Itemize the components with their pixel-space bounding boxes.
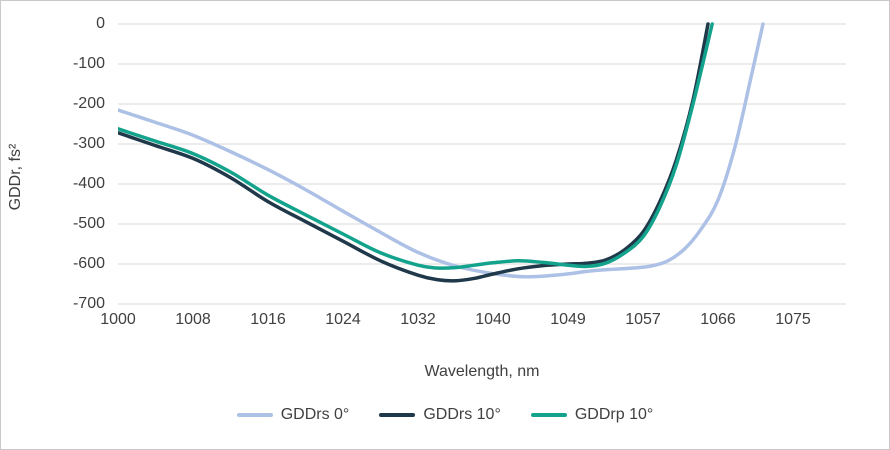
x-tick-label: 1016 (250, 311, 286, 328)
legend-line-swatch-gddrs-0 (236, 413, 273, 417)
x-axis-title: Wavelength, nm (424, 363, 540, 380)
legend-item-gddrs-0: GDDrs 0° (236, 406, 350, 424)
y-axis-title: GDDr, fs² (7, 143, 24, 211)
legend-line-swatch-gddrs-10 (379, 413, 416, 417)
legend-line-swatch-gddrp-10 (530, 413, 567, 417)
x-tick-label: 1040 (475, 311, 511, 328)
y-tick-label: -400 (72, 175, 105, 192)
y-tick-label: 0 (96, 15, 105, 32)
y-tick-label: -300 (72, 135, 105, 152)
legend: GDDrs 0° GDDrs 10° GDDrp 10° (1, 406, 889, 424)
x-tick-label: 1066 (700, 311, 736, 328)
y-tick-label: -100 (72, 55, 105, 72)
x-tick-label: 1008 (175, 311, 211, 328)
legend-item-gddrs-10: GDDrs 10° (379, 406, 501, 424)
legend-label: GDDrs 10° (423, 406, 501, 423)
x-tick-label: 1032 (400, 311, 436, 328)
y-tick-label: -700 (72, 295, 105, 312)
y-tick-label: -500 (72, 215, 105, 232)
series-line-0 (118, 22, 765, 279)
x-tick-label: 1057 (625, 311, 661, 328)
y-tick-label: -600 (72, 255, 105, 272)
x-tick-label: 1000 (100, 311, 136, 328)
y-tick-label: -200 (72, 95, 105, 112)
legend-item-gddrp-10: GDDrp 10° (530, 406, 654, 424)
series-line-1 (118, 22, 710, 283)
x-tick-label: 1049 (550, 311, 586, 328)
x-tick-label: 1024 (325, 311, 361, 328)
series-line-2 (118, 22, 714, 270)
legend-label: GDDrp 10° (574, 406, 654, 423)
legend-label: GDDrs 0° (280, 406, 350, 423)
x-tick-label: 1075 (775, 311, 811, 328)
